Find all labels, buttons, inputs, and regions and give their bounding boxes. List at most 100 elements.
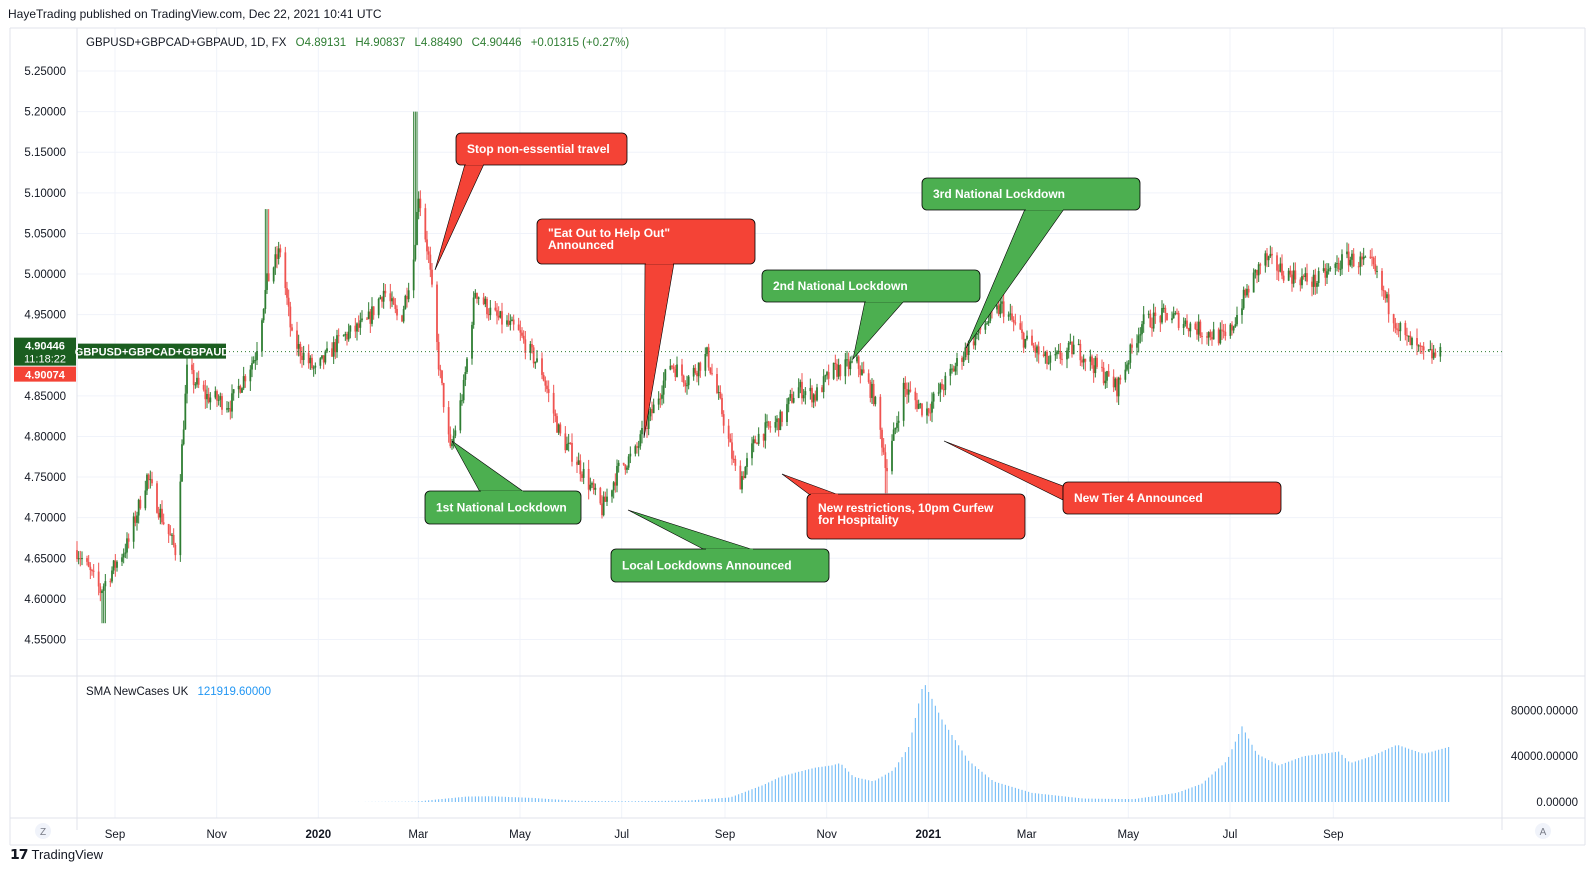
candle-body <box>1131 344 1133 348</box>
candle-body <box>382 290 385 302</box>
candle-body <box>867 373 870 382</box>
candle-body <box>402 309 405 322</box>
candle-body <box>447 407 450 435</box>
candle-body <box>404 295 407 310</box>
candle-body <box>272 267 275 282</box>
scale-button-left-bg[interactable] <box>35 823 51 839</box>
candle-body <box>1281 263 1283 276</box>
candle-body <box>126 538 128 553</box>
candle-body <box>812 394 815 403</box>
candle-body <box>1011 313 1013 320</box>
candle-body <box>346 333 348 340</box>
annotation-callout[interactable]: Stop non-essential travel <box>434 132 628 271</box>
candle-body <box>804 391 807 396</box>
candle-body <box>727 425 730 439</box>
scale-button-left[interactable]: Z <box>35 823 51 839</box>
time-axis[interactable]: Sep Nov 2020 Mar May Jul Sep Nov 2021 Mar May Jul Se… <box>105 829 1344 841</box>
candle-body <box>1351 253 1353 260</box>
annotation-callout[interactable]: 2nd National Lockdown <box>761 269 981 361</box>
candle-body <box>547 389 550 393</box>
candle-body <box>1411 338 1413 346</box>
annotation-box[interactable] <box>1062 481 1282 515</box>
candle-body <box>1077 343 1080 345</box>
annotation-callout[interactable]: 1st National Lockdown <box>424 440 582 525</box>
candle-body <box>907 389 910 395</box>
candle-body <box>462 379 465 401</box>
candle-body <box>1224 331 1227 336</box>
candle-body <box>721 397 723 415</box>
annotation-callout[interactable]: 3rd National Lockdown <box>921 177 1141 349</box>
annotation-box[interactable] <box>806 493 1026 540</box>
candle-body <box>869 381 872 398</box>
candle-body <box>756 443 758 445</box>
annotation-callout[interactable]: Local Lockdowns Announced <box>610 509 830 583</box>
candle-body <box>214 391 217 398</box>
candle-body <box>254 360 257 362</box>
auto-scale-button-bg[interactable] <box>1535 823 1551 839</box>
candle-body <box>487 314 490 316</box>
candle-body <box>1071 342 1073 355</box>
candle-body <box>834 362 837 364</box>
last-price-labels: 4.90446 11:18:22 GBPUSD+GBPCAD+GBPAUD 4.… <box>14 337 229 382</box>
candle-body <box>606 496 608 502</box>
annotation-box[interactable] <box>455 132 628 166</box>
candle-body <box>1084 358 1087 362</box>
candle-body <box>1057 350 1060 352</box>
candle-body <box>1036 346 1038 353</box>
candle-body <box>1037 346 1040 355</box>
candle-body <box>962 357 965 362</box>
candle-body <box>1336 262 1338 264</box>
candle-body <box>1432 352 1435 359</box>
candle-body <box>886 467 888 472</box>
candle-body <box>611 490 613 497</box>
candle-body <box>449 434 452 447</box>
candle-body <box>739 465 742 490</box>
candle-body <box>1066 350 1068 360</box>
candle-body <box>786 404 788 423</box>
candle-body <box>157 512 160 518</box>
candle-body <box>1021 329 1023 333</box>
sma-axis[interactable]: 80000.00000 40000.00000 0.00000 <box>1511 705 1578 809</box>
candle-body <box>174 544 177 556</box>
candle-body <box>1374 264 1377 272</box>
candle-body <box>711 373 713 375</box>
candle-body <box>1034 347 1037 353</box>
candle-body <box>267 273 270 282</box>
candle-body <box>757 433 760 444</box>
candle-body <box>839 364 842 377</box>
sma-legend-name: SMA NewCases UK <box>86 686 189 698</box>
annotation-callout[interactable]: New Tier 4 Announced <box>943 440 1282 515</box>
candle-body <box>244 376 247 382</box>
candle-body <box>564 433 567 451</box>
candle-body <box>1126 364 1128 370</box>
candle-body <box>1151 327 1153 329</box>
candle-body <box>744 466 747 479</box>
candle-body <box>826 372 828 376</box>
annotations[interactable]: Stop non-essential travel "Eat Out to Hel… <box>424 132 1282 583</box>
candle-body <box>849 361 852 370</box>
time-tick-label: Nov <box>816 829 837 841</box>
scale-button-left-label[interactable]: Z <box>40 827 46 838</box>
candle-body <box>436 284 438 342</box>
candle-body <box>789 394 792 398</box>
auto-scale-button[interactable]: A <box>1535 823 1551 839</box>
candle-body <box>594 487 597 490</box>
candle-body <box>182 429 185 445</box>
candle-body <box>97 571 100 587</box>
candle-body <box>227 408 230 410</box>
candle-body <box>567 442 570 444</box>
candle-body <box>671 365 673 367</box>
auto-scale-button-label[interactable]: A <box>1540 827 1547 838</box>
candle-body <box>571 442 573 462</box>
candle-body <box>909 389 912 392</box>
price-tick-label: 4.55000 <box>24 634 66 646</box>
candle-body <box>524 339 527 353</box>
candle-body <box>442 383 445 408</box>
price-tick-label: 4.75000 <box>24 472 66 484</box>
candle-body <box>1067 342 1070 351</box>
candle-body <box>956 358 958 367</box>
tradingview-brand[interactable]: 𝟭𝟳 TradingView <box>10 846 103 863</box>
annotation-callout[interactable]: "Eat Out to Help Out"Announced <box>536 218 756 439</box>
